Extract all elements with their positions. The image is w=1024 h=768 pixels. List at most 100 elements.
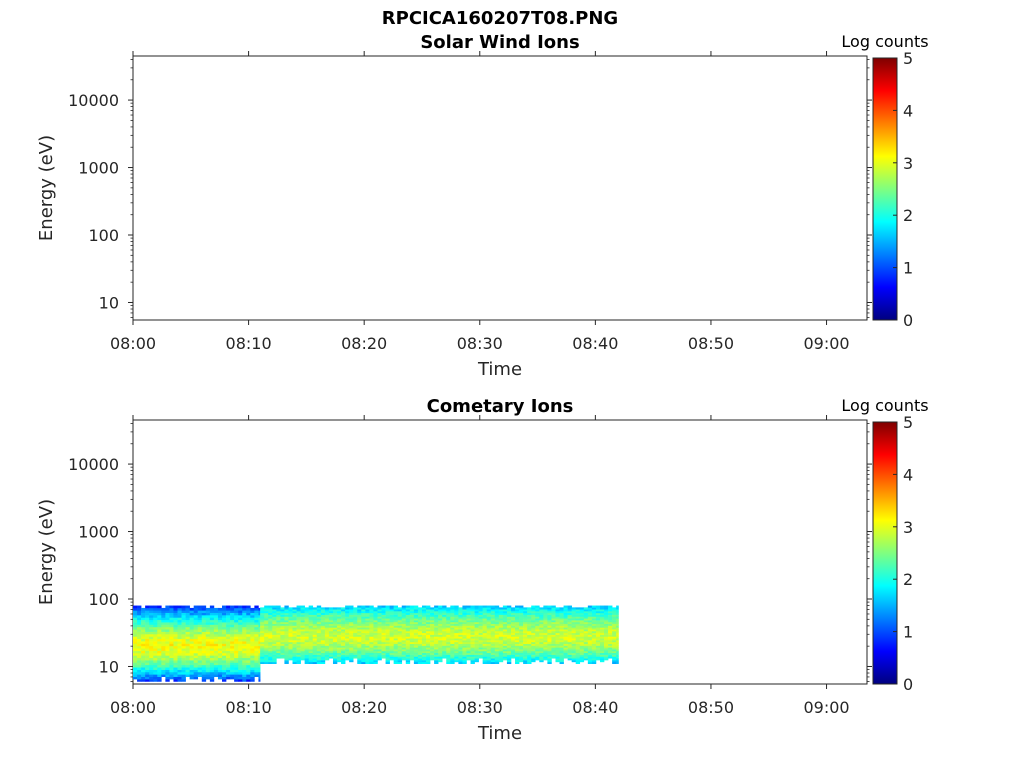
spectrogram-cell [181, 657, 186, 661]
colorbar-frame [872, 57, 898, 321]
spectrogram-cell [189, 643, 194, 647]
spectrogram-cell [442, 612, 447, 615]
spectrogram-cell [515, 632, 520, 635]
spectrogram-cell [264, 656, 269, 659]
spectrogram-cell [434, 609, 439, 612]
spectrogram-cell [264, 660, 269, 663]
y-tick-label: 100 [88, 590, 119, 609]
spectrogram-cell [276, 632, 281, 635]
spectrogram-cell [292, 609, 297, 612]
spectrogram-cell [238, 660, 243, 663]
spectrogram-cell [357, 621, 362, 625]
spectrogram-cell [145, 645, 150, 649]
spectrogram-cell [426, 634, 431, 637]
spectrogram-cell [341, 638, 346, 641]
spectrogram-cell [341, 652, 346, 655]
spectrogram-cell [571, 627, 577, 630]
spectrogram-cell [462, 641, 467, 645]
spectrogram-cell [137, 617, 142, 621]
colorbar-tick-label: 2 [903, 570, 913, 589]
spectrogram-cell [579, 649, 585, 652]
spectrogram-cell [205, 612, 211, 616]
spectrogram-cell [292, 640, 297, 643]
spectrogram-cell [446, 660, 451, 663]
spectrogram-cell [599, 660, 605, 663]
spectrogram-cell [515, 623, 520, 626]
spectrogram-cell [230, 622, 235, 625]
spectrogram-cell [417, 645, 423, 648]
spectrogram-cell [462, 649, 467, 652]
spectrogram-cell [316, 658, 322, 661]
spectrogram-cell [421, 652, 427, 655]
spectrogram-cell [567, 623, 572, 626]
spectrogram-cell [161, 615, 166, 618]
spectrogram-cell [250, 617, 255, 621]
spectrogram-cell [361, 609, 366, 612]
spectrogram-cell [254, 669, 259, 673]
spectrogram-cell [260, 607, 265, 610]
spectrogram-cell [389, 630, 394, 634]
spectrogram-cell [450, 643, 455, 646]
spectrogram-cell [446, 609, 451, 612]
spectrogram-cell [181, 629, 186, 632]
spectrogram-cell [466, 643, 471, 646]
spectrogram-cell [209, 615, 215, 618]
spectrogram-cell [246, 610, 251, 613]
spectrogram-cell [478, 605, 483, 608]
spectrogram-cell [616, 649, 619, 652]
spectrogram-cell [153, 636, 158, 640]
spectrogram-cell [575, 652, 581, 655]
spectrogram-cell [446, 611, 451, 614]
spectrogram-cell [332, 640, 338, 643]
spectrogram-cell [161, 652, 166, 656]
spectrogram-cell [413, 645, 419, 648]
spectrogram-cell [523, 643, 528, 646]
spectrogram-cell [498, 647, 504, 650]
spectrogram-cell [490, 623, 496, 626]
spectrogram-cell [320, 630, 326, 634]
spectrogram-cell [137, 679, 142, 682]
spectrogram-cell [169, 648, 174, 651]
spectrogram-cell [272, 612, 277, 615]
spectrogram-cell [280, 634, 285, 637]
spectrogram-cell [616, 632, 619, 635]
spectrogram-cell [341, 636, 346, 639]
spectrogram-cell [478, 645, 483, 648]
spectrogram-cell [393, 645, 399, 648]
spectrogram-cell [555, 621, 560, 625]
spectrogram-cell [242, 641, 247, 644]
spectrogram-cell [268, 660, 273, 663]
spectrogram-cell [373, 609, 378, 612]
spectrogram-cell [316, 654, 322, 657]
spectrogram-cell [591, 643, 597, 646]
spectrogram-cell [474, 654, 479, 657]
spectrogram-cell [284, 618, 289, 621]
spectrogram-cell [409, 618, 415, 621]
spectrogram-cell [405, 650, 411, 654]
spectrogram-cell [320, 627, 326, 630]
spectrogram-cell [250, 622, 255, 625]
spectrogram-cell [587, 647, 593, 650]
spectrogram-cell [250, 674, 255, 677]
spectrogram-cell [145, 667, 150, 670]
spectrogram-cell [450, 614, 455, 617]
spectrogram-cell [288, 650, 293, 654]
spectrogram-cell [494, 625, 500, 628]
spectrogram-cell [571, 618, 577, 621]
spectrogram-cell [292, 611, 297, 614]
spectrogram-cell [222, 612, 227, 616]
spectrogram-cell [567, 643, 572, 646]
spectrogram-cell [209, 617, 215, 621]
spectrogram-cell [349, 621, 354, 625]
spectrogram-cell [181, 660, 186, 663]
spectrogram-cell [332, 612, 338, 615]
spectrogram-cell [458, 614, 463, 617]
spectrogram-cell [197, 610, 203, 613]
spectrogram-cell [616, 616, 619, 619]
spectrogram-cell [559, 612, 564, 615]
spectrogram-cell [341, 641, 346, 645]
spectrogram-cell [421, 649, 427, 652]
spectrogram-cell [482, 627, 488, 630]
spectrogram-cell [341, 630, 346, 634]
spectrogram-cell [389, 650, 394, 654]
